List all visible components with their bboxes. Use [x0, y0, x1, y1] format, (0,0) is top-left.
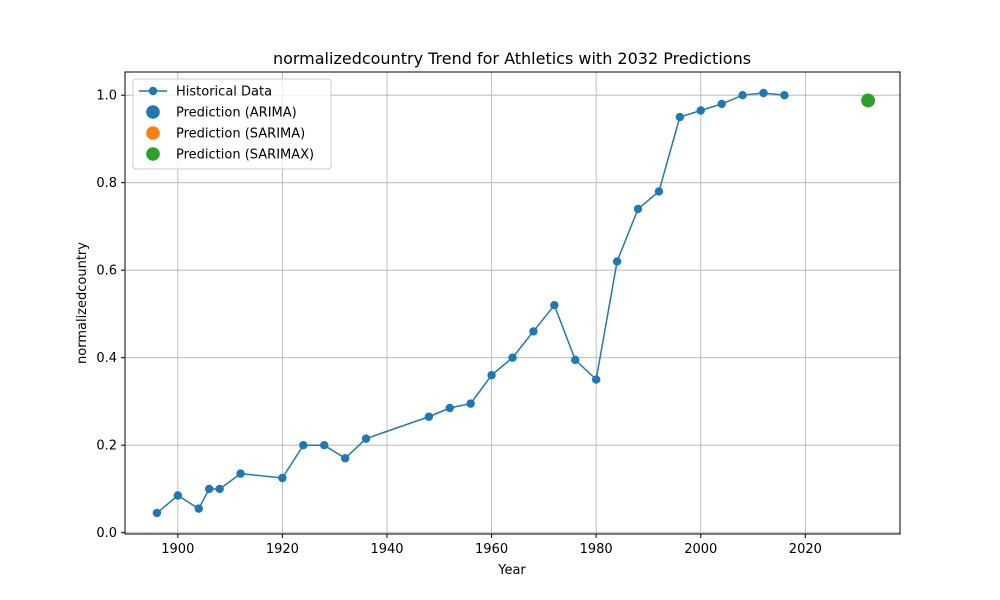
x-tick-label: 1900	[161, 542, 194, 557]
legend-marker-swatch	[146, 147, 160, 161]
data-point	[571, 355, 580, 365]
x-tick-label: 2020	[789, 542, 822, 557]
y-tick-label: 1.0	[96, 89, 117, 104]
legend-label: Historical Data	[176, 85, 272, 100]
data-point	[780, 90, 789, 100]
axis-ticks: 1900 1920 1940 1960 1980 2000 2020 0.0 0.2 0.4 0.6…	[96, 89, 822, 557]
data-point	[654, 187, 664, 196]
y-tick-label: 0.0	[96, 526, 117, 541]
data-point	[194, 504, 203, 513]
data-point	[550, 300, 559, 310]
data-point	[340, 454, 350, 463]
data-point	[591, 375, 601, 384]
data-point	[759, 88, 768, 98]
legend-item: Prediction (SARIMAX)	[146, 147, 314, 163]
data-point	[696, 106, 705, 115]
plot-frame	[124, 71, 901, 535]
legend-item: Prediction (ARIMA)	[146, 105, 297, 121]
data-point	[675, 112, 685, 122]
legend-marker-swatch	[146, 126, 160, 140]
series-prediction-sarimax	[861, 93, 875, 108]
legend-item: Historical Data	[139, 85, 272, 100]
y-axis-label: normalizedcountry	[75, 242, 90, 364]
data-point	[466, 399, 475, 408]
data-point	[487, 370, 496, 380]
data-point	[612, 257, 622, 266]
data-point	[299, 440, 308, 450]
y-tick-label: 0.6	[96, 264, 117, 279]
data-point	[633, 204, 643, 214]
legend-marker-swatch	[148, 86, 158, 96]
data-point	[717, 99, 726, 109]
series-historical-data	[152, 88, 789, 518]
legend-item: Prediction (SARIMA)	[146, 126, 305, 142]
prediction-point	[861, 93, 875, 108]
data-point	[320, 440, 329, 450]
data-point	[236, 469, 245, 478]
legend-marker-swatch	[146, 105, 160, 119]
x-tick-label: 1960	[475, 542, 508, 557]
x-tick-label: 1980	[580, 542, 613, 557]
legend-label: Prediction (SARIMA)	[176, 127, 305, 142]
x-tick-label: 1940	[370, 542, 403, 557]
data-point	[508, 353, 517, 362]
data-point	[278, 473, 287, 483]
data-point	[215, 484, 224, 494]
legend: Historical Data Prediction (ARIMA) Predict…	[132, 78, 332, 170]
data-point	[204, 484, 214, 494]
x-tick-label: 1920	[266, 542, 299, 557]
x-axis-label: Year	[497, 563, 526, 578]
chart-title: normalizedcountry Trend for Athletics wi…	[273, 49, 751, 68]
legend-label: Prediction (ARIMA)	[176, 106, 297, 121]
y-tick-label: 0.4	[96, 351, 117, 366]
data-point	[173, 491, 183, 500]
legend-box	[132, 78, 332, 170]
y-tick-label: 0.2	[96, 439, 117, 454]
legend-label: Prediction (SARIMAX)	[176, 148, 314, 163]
data-point	[152, 508, 162, 518]
y-tick-label: 0.8	[96, 176, 117, 191]
data-point	[361, 434, 371, 443]
data-point	[738, 90, 747, 100]
data-point	[445, 403, 454, 413]
data-point	[529, 327, 538, 336]
x-tick-label: 2000	[684, 542, 717, 557]
data-point	[424, 412, 434, 421]
series	[152, 88, 875, 518]
